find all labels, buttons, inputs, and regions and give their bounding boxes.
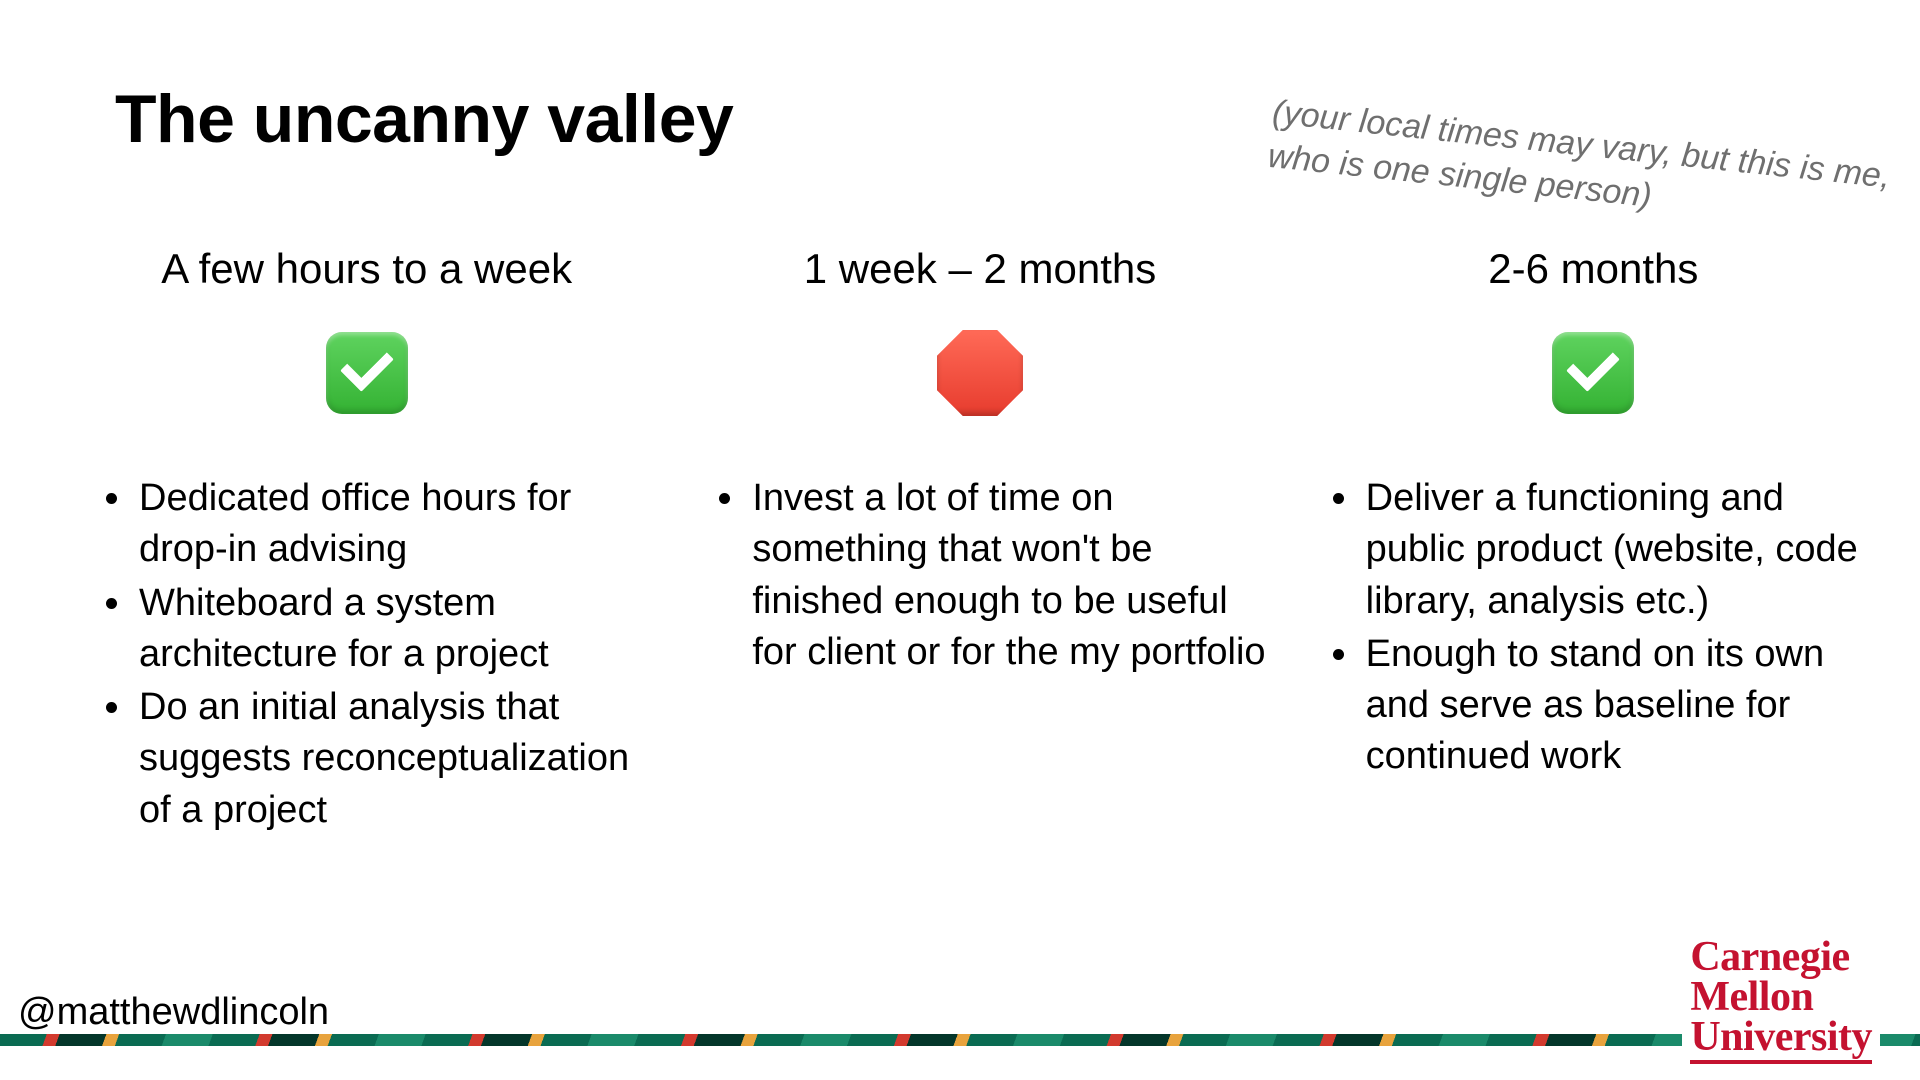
column-header: 2-6 months xyxy=(1307,245,1880,293)
column-icon-wrap xyxy=(80,328,653,418)
column-icon-wrap xyxy=(693,328,1266,418)
cmu-logo: Carnegie Mellon University xyxy=(1682,932,1880,1068)
columns-container: A few hours to a week Dedicated office h… xyxy=(80,245,1880,838)
author-handle: @matthewdlincoln xyxy=(18,991,329,1034)
column-mid-term: 1 week – 2 months Invest a lot of time o… xyxy=(693,245,1266,838)
footer-stripe xyxy=(0,1034,1920,1046)
list-item: Do an initial analysis that suggests rec… xyxy=(135,682,653,836)
check-icon xyxy=(326,332,408,414)
column-short-term: A few hours to a week Dedicated office h… xyxy=(80,245,653,838)
stop-icon xyxy=(937,330,1023,416)
logo-line-underlined: University xyxy=(1690,1018,1872,1064)
list-item: Invest a lot of time on something that w… xyxy=(748,473,1266,678)
list-item: Deliver a functioning and public product… xyxy=(1362,473,1880,627)
column-icon-wrap xyxy=(1307,328,1880,418)
check-icon xyxy=(1552,332,1634,414)
list-item: Enough to stand on its own and serve as … xyxy=(1362,629,1880,783)
bullet-list: Invest a lot of time on something that w… xyxy=(693,473,1266,678)
slide-title: The uncanny valley xyxy=(115,80,733,158)
logo-line: Mellon xyxy=(1690,978,1872,1018)
column-header: A few hours to a week xyxy=(80,245,653,293)
aside-note: (your local times may vary, but this is … xyxy=(1266,90,1912,245)
column-long-term: 2-6 months Deliver a functioning and pub… xyxy=(1307,245,1880,838)
list-item: Whiteboard a system architecture for a p… xyxy=(135,578,653,681)
logo-line: Carnegie xyxy=(1690,938,1872,978)
list-item: Dedicated office hours for drop-in advis… xyxy=(135,473,653,576)
logo-line: University xyxy=(1690,1018,1872,1064)
bullet-list: Dedicated office hours for drop-in advis… xyxy=(80,473,653,836)
bullet-list: Deliver a functioning and public product… xyxy=(1307,473,1880,783)
slide: The uncanny valley (your local times may… xyxy=(0,0,1920,1080)
column-header: 1 week – 2 months xyxy=(693,245,1266,293)
